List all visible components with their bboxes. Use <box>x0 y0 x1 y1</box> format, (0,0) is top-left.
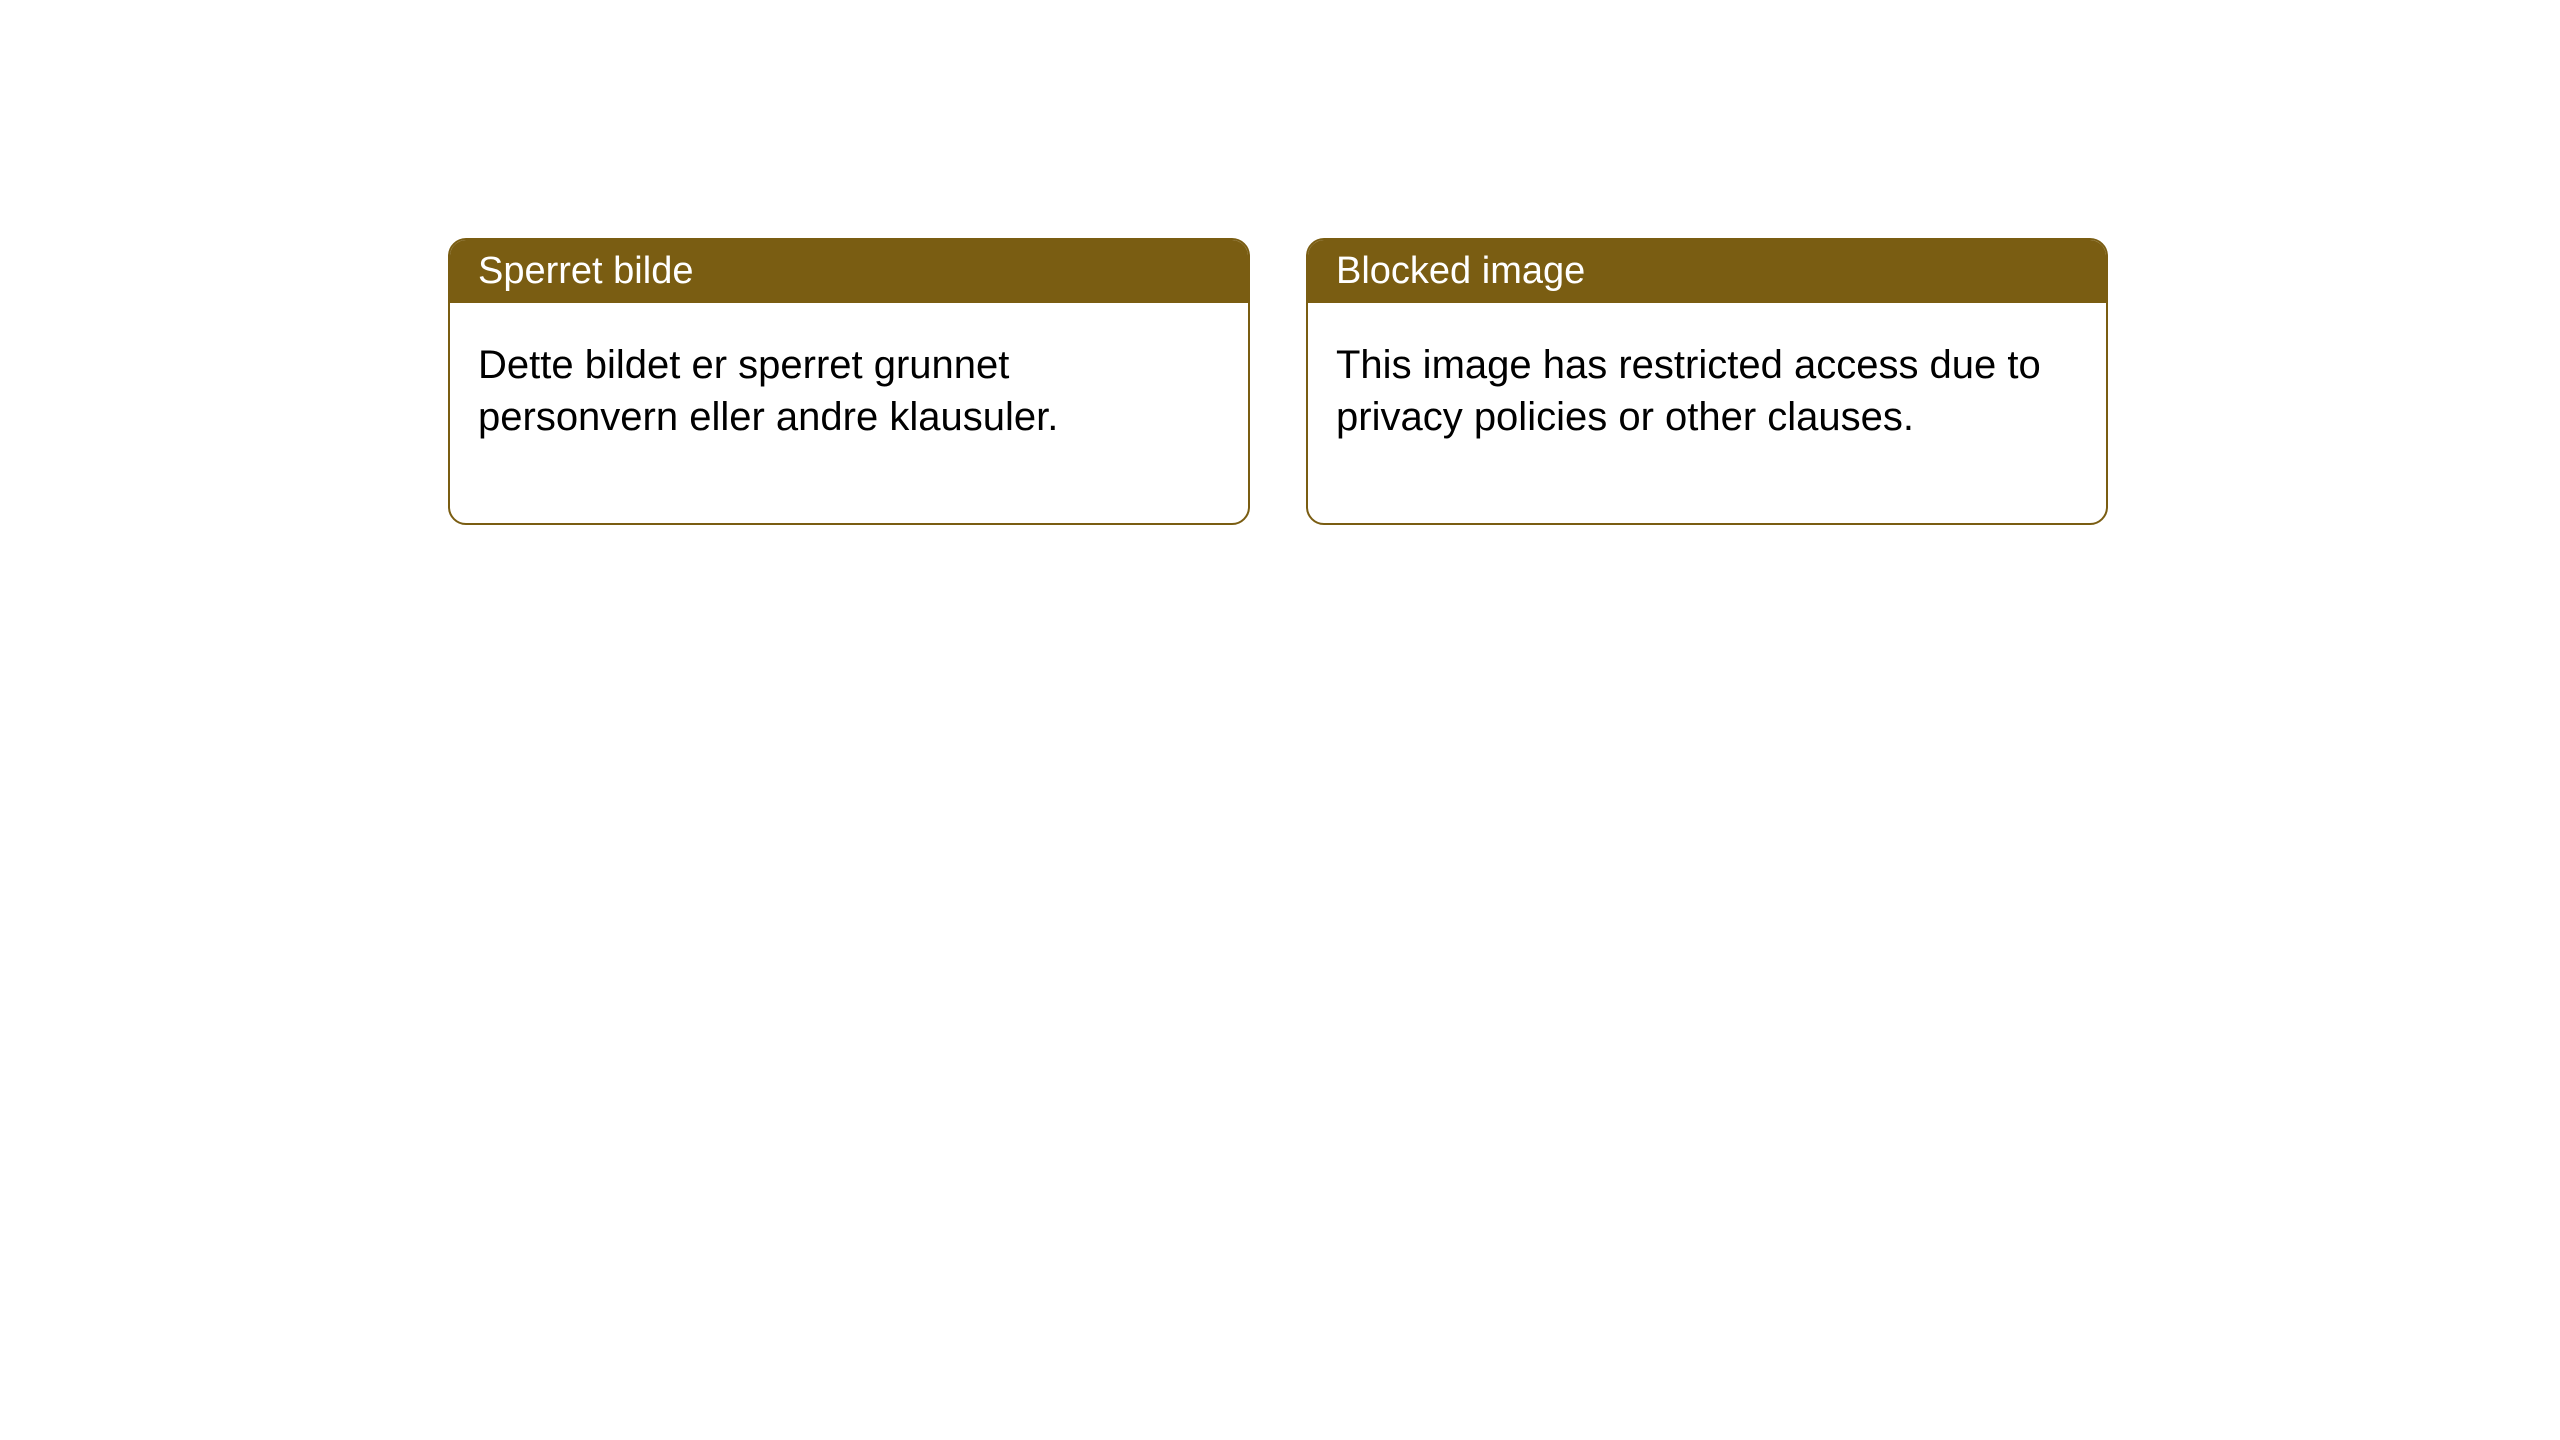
card-title-no: Sperret bilde <box>478 250 693 292</box>
card-header-en: Blocked image <box>1308 240 2106 303</box>
card-title-en: Blocked image <box>1336 250 1585 292</box>
card-message-en: This image has restricted access due to … <box>1336 343 2041 439</box>
card-header-no: Sperret bilde <box>450 240 1248 303</box>
card-message-no: Dette bildet er sperret grunnet personve… <box>478 343 1058 439</box>
notice-container: Sperret bilde Dette bildet er sperret gr… <box>0 0 2560 525</box>
card-body-no: Dette bildet er sperret grunnet personve… <box>450 303 1248 523</box>
card-body-en: This image has restricted access due to … <box>1308 303 2106 523</box>
blocked-image-card-en: Blocked image This image has restricted … <box>1306 238 2108 525</box>
blocked-image-card-no: Sperret bilde Dette bildet er sperret gr… <box>448 238 1250 525</box>
